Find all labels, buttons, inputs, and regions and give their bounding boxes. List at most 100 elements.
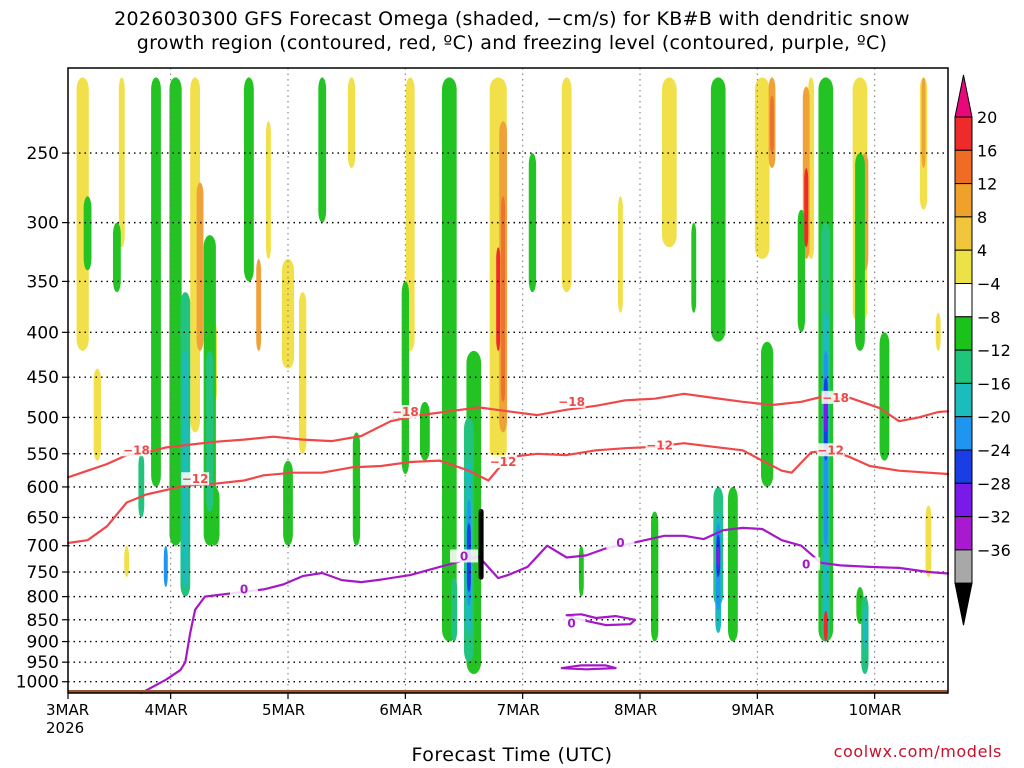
y-tick-label-450: 450 [27,368,59,388]
omega-band-34 [244,77,254,282]
x-tick-label-9MAR: 9MAR [731,701,774,719]
colorbar-swatch-10 [954,416,973,451]
contour-label-bg-1-1 [489,454,518,468]
omega-band-0 [76,77,89,351]
contour-label-0-3: −18 [822,391,849,405]
omega-band-37 [352,432,361,546]
contour-2 [140,526,950,695]
omega-band-64 [182,350,189,587]
x-tick-label-4MAR: 4MAR [145,701,188,719]
omega-band-79 [496,247,501,351]
omega-band-57 [206,350,214,512]
colorbar-label-0: 20 [977,108,997,127]
contour-label-0-1: −18 [392,405,419,419]
omega-band-80 [804,168,809,248]
x-tick-label-5MAR: 5MAR [262,701,305,719]
colorbar-swatch-7 [954,316,973,351]
omega-band-32 [169,77,182,546]
colorbar-label-8: −16 [977,374,1011,393]
y-tick-label-250: 250 [27,144,59,164]
colorbar-swatch-12 [954,482,973,518]
contour-label-2-0: 0 [240,582,248,596]
omega-colorbar: 20 16 12 8 4 −4 −8 −12 −16 −20 −24 −28 −32 −36 [954,74,1011,626]
colorbar-label-4: 4 [977,241,987,260]
x-tick-sublabel: 2026 [46,719,84,737]
colorbar-label-11: −28 [977,474,1011,493]
colorbar-swatch-5 [954,249,973,284]
omega-band-4 [266,121,271,259]
colorbar-swatch-1 [954,116,973,151]
omega-band-6 [299,292,307,454]
chart-title-line-2: growth region (contoured, red, ºC) and f… [136,32,888,54]
contour-label-2-4: 0 [567,616,575,630]
omega-band-31 [151,77,161,487]
contour-label-bg-2-4 [557,616,586,630]
terrain-ground [68,690,948,693]
chart-title-line-1: 2026030300 GFS Forecast Omega (shaded, −… [114,8,910,30]
omega-band-13 [754,77,770,259]
omega-band-38 [401,281,409,475]
omega-band-21 [196,182,204,351]
contour-label-2-2: 0 [616,536,624,550]
omega-band-22 [256,258,262,351]
omega-band-55 [112,222,121,293]
y-tick-label-750: 750 [27,563,59,583]
credit-link[interactable]: coolwx.com/models [833,742,1002,761]
colorbar-label-2: 12 [977,175,997,194]
omega-band-27 [921,77,926,169]
contour-4 [560,664,617,671]
y-tick-label-350: 350 [27,272,59,292]
y-tick-label-900: 900 [27,633,59,653]
omega-band-11 [618,196,623,313]
contour-label-1-2: −12 [646,438,673,452]
omega-band-19 [124,545,130,578]
colorbar-swatch-2 [954,149,973,185]
colorbar-swatch-14 [954,549,973,584]
colorbar-swatch-6 [954,283,973,318]
contour-label-bg-0-3 [821,390,850,404]
isotherm-contours [66,392,950,695]
omega-band-46 [728,486,738,642]
omega-band-1 [93,368,101,461]
y-tick-label-950: 950 [27,653,59,673]
x-tick-label-6MAR: 6MAR [379,701,422,719]
omega-band-50 [855,153,865,351]
colorbar-label-13: −36 [977,541,1011,560]
contour-label-bg-1-2 [645,438,674,452]
colorbar-label-6: −8 [977,308,1001,327]
omega-band-58 [451,577,458,642]
y-tick-label-850: 850 [27,611,59,631]
colorbar-swatch-3 [954,183,973,218]
x-axis-title: Forecast Time (UTC) [411,744,613,766]
colorbar-label-10: −24 [977,441,1011,460]
omega-band-2 [118,77,125,248]
colorbar-label-9: −20 [977,408,1011,427]
omega-band-39 [420,401,430,461]
omega-band-68 [862,606,867,650]
colorbar-label-12: −32 [977,508,1011,527]
axes: 2503003504004505005506006507007508008509… [16,144,902,737]
y-tick-label-800: 800 [27,588,59,608]
omega-band-76 [716,545,721,567]
colorbar-swatch-11 [954,449,973,484]
plot-frame [67,67,949,694]
omega-band-63 [138,453,145,518]
contour-labels: −18 −18 −18 −18 −12 −12 −12 −12 0 0 0 0 0 [122,390,850,630]
omega-band-36 [318,77,327,223]
contour-label-bg-2-1 [450,549,478,563]
y-tick-label-300: 300 [27,214,59,234]
y-tick-label-650: 650 [27,508,59,528]
omega-band-8 [405,77,415,351]
contour-label-1-1: −12 [490,455,517,469]
contour-label-1-3: −12 [817,443,844,457]
y-tick-label-550: 550 [27,445,59,465]
colorbar-swatch-4 [954,216,973,251]
omega-band-14 [808,77,815,259]
omega-band-29 [770,95,774,154]
omega-band-18 [925,505,932,578]
omega-band-44 [691,222,697,313]
contour-label-bg-2-0 [230,582,258,596]
contour-label-bg-0-0 [122,443,151,457]
omega-band-10 [561,77,572,293]
